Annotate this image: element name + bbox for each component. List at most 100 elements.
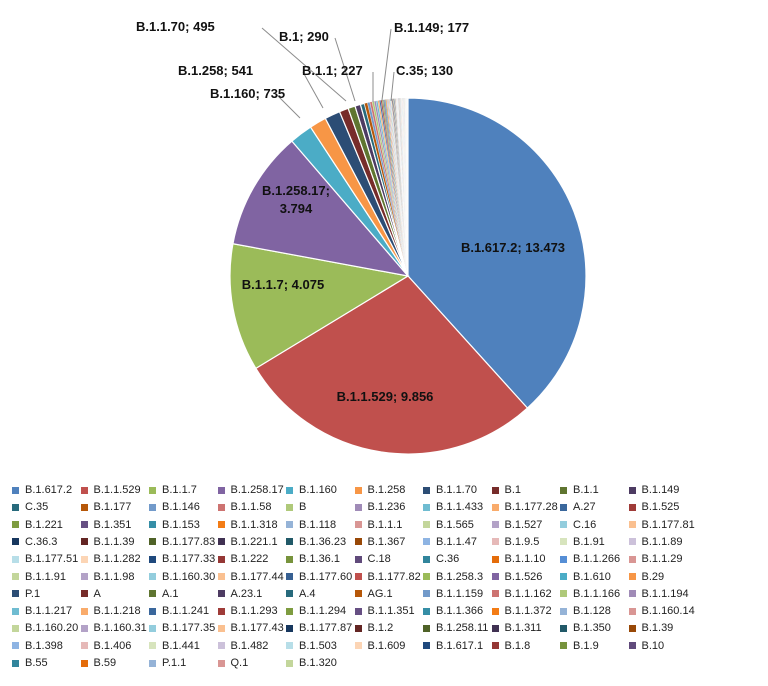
- legend-item: B.1.1.266: [560, 551, 620, 567]
- legend-item: B.1.1.159: [423, 586, 483, 602]
- legend-swatch: [80, 486, 88, 494]
- pie-slice-B.1.1.529: [255, 275, 529, 455]
- legend-label: B.1.1.241: [162, 605, 210, 618]
- legend-label: B.1.1.98: [93, 570, 135, 583]
- legend-label: B.1.406: [93, 639, 132, 652]
- legend-label: B.1.1.1: [367, 518, 403, 531]
- legend-item: B: [286, 499, 306, 515]
- legend-swatch: [286, 590, 293, 598]
- legend-label: B.1.2: [367, 622, 394, 635]
- legend-swatch: [423, 486, 430, 494]
- data-label-C.35: C.35; 130: [396, 63, 453, 78]
- legend-item: B.1.177.51: [12, 551, 78, 567]
- legend-swatch: [286, 521, 293, 529]
- legend-swatch: [491, 624, 499, 632]
- legend-label: B.1.1.10: [504, 553, 546, 566]
- legend-swatch: [560, 590, 567, 598]
- legend-swatch: [628, 590, 636, 598]
- pie-slice-B.1.258.17: [232, 140, 410, 277]
- legend-item: B.1.441: [149, 638, 200, 654]
- legend-item: B.1.177.87: [286, 620, 352, 636]
- legend-swatch: [80, 607, 88, 615]
- legend-item: A.4: [286, 586, 316, 602]
- legend-item: B.1.177.83: [149, 534, 215, 550]
- legend-label: B.1.1.318: [230, 518, 278, 531]
- legend-swatch: [80, 503, 88, 511]
- legend-swatch: [217, 607, 225, 615]
- data-label-B.1.1: B.1.1; 227: [302, 63, 363, 78]
- legend-swatch: [628, 607, 636, 615]
- legend-swatch: [149, 486, 156, 494]
- legend-item: B.1.160.31: [80, 620, 147, 636]
- legend-label: B.1.258.17: [230, 484, 284, 496]
- legend-label: B.1.177.35: [162, 622, 216, 635]
- legend-swatch: [628, 624, 636, 632]
- legend-item: A.1: [149, 586, 179, 602]
- data-label-B.1.1.7: B.1.1.7; 4.075: [242, 277, 324, 292]
- legend-swatch: [560, 607, 567, 615]
- legend-label: B.1.1.217: [25, 605, 73, 618]
- legend-item: B.1.367: [354, 534, 406, 550]
- legend-swatch: [217, 521, 225, 529]
- legend-label: B.55: [25, 657, 48, 669]
- legend-label: Q.1: [230, 657, 249, 669]
- legend-label: B.1.9.5: [504, 535, 540, 548]
- legend-swatch: [12, 538, 19, 546]
- legend-item: B.1.1.1: [354, 517, 403, 533]
- legend-swatch: [217, 659, 225, 667]
- legend-swatch: [217, 555, 225, 563]
- legend-label: B.1.160.30: [162, 570, 216, 583]
- legend-swatch: [217, 503, 225, 511]
- pie-slice-B.1.1.7: [229, 243, 410, 370]
- legend-item: B.1.617.1: [423, 638, 483, 654]
- legend-item: B.1.1.58: [217, 499, 271, 515]
- legend-label: B.1.482: [230, 639, 269, 652]
- pie-slice-B.1.617.2: [407, 97, 587, 409]
- legend-label: B.1.258.11: [436, 622, 489, 635]
- legend-swatch: [80, 521, 88, 529]
- data-label-B.1.160: B.1.160; 735: [210, 86, 285, 101]
- legend-label: B.1.39: [641, 622, 674, 635]
- legend-label: C.16: [573, 518, 597, 531]
- legend-swatch: [423, 521, 430, 529]
- legend-item: B.1.36.1: [286, 551, 340, 567]
- legend-label: B.1.9: [573, 639, 599, 652]
- legend-item: B.1.503: [286, 638, 337, 654]
- legend-label: B.1.350: [573, 622, 611, 635]
- legend-item: B.1.160.30: [149, 569, 215, 585]
- legend-swatch: [423, 590, 430, 598]
- legend-swatch: [149, 573, 156, 580]
- data-label-B.1.617.2: B.1.617.2; 13.473: [461, 240, 565, 255]
- legend-label: B.1.236: [367, 501, 406, 514]
- legend-swatch: [217, 573, 225, 580]
- legend-label: B.1.617.1: [436, 639, 484, 652]
- legend-label: B.1.367: [367, 535, 406, 548]
- legend-swatch: [217, 642, 225, 650]
- legend-label: B.1.177.43: [230, 622, 284, 635]
- legend-item: B.1.177.81: [628, 517, 695, 533]
- legend-swatch: [423, 555, 430, 563]
- legend-item: B.1.1.162: [491, 586, 552, 602]
- legend-label: B.1.160: [299, 484, 337, 496]
- legend-label: B.1.320: [299, 657, 337, 669]
- legend-item: B.1.525: [628, 499, 679, 515]
- legend-label: B.1.1.162: [504, 587, 552, 600]
- legend-item: B.1.617.2: [12, 482, 72, 498]
- data-labels: B.1.617.2; 13.473 B.1.1.529; 9.856 B.1.1.7…: [136, 19, 565, 404]
- leader-line-B.1.258: [302, 71, 324, 109]
- leader-line-B.1.149: [381, 28, 392, 101]
- legend-item: B.1.160.14: [628, 603, 695, 619]
- legend-item: B.1.146: [149, 499, 200, 515]
- legend-label: B.1.1.266: [573, 553, 621, 566]
- pie-chart: B.1.617.2; 13.473 B.1.1.529; 9.856 B.1.1.7…: [136, 19, 587, 455]
- legend-swatch: [12, 659, 19, 667]
- legend-label: A.4: [299, 587, 316, 600]
- legend-label: B.1.177.51: [25, 553, 79, 566]
- legend-swatch: [80, 590, 88, 598]
- legend-swatch: [628, 503, 636, 511]
- legend-item: P.1.1: [149, 655, 186, 671]
- legend-item: B.1.609: [354, 638, 405, 654]
- legend-swatch: [12, 521, 19, 529]
- legend-swatch: [491, 642, 499, 650]
- legend-item: B.1.1.10: [491, 551, 546, 567]
